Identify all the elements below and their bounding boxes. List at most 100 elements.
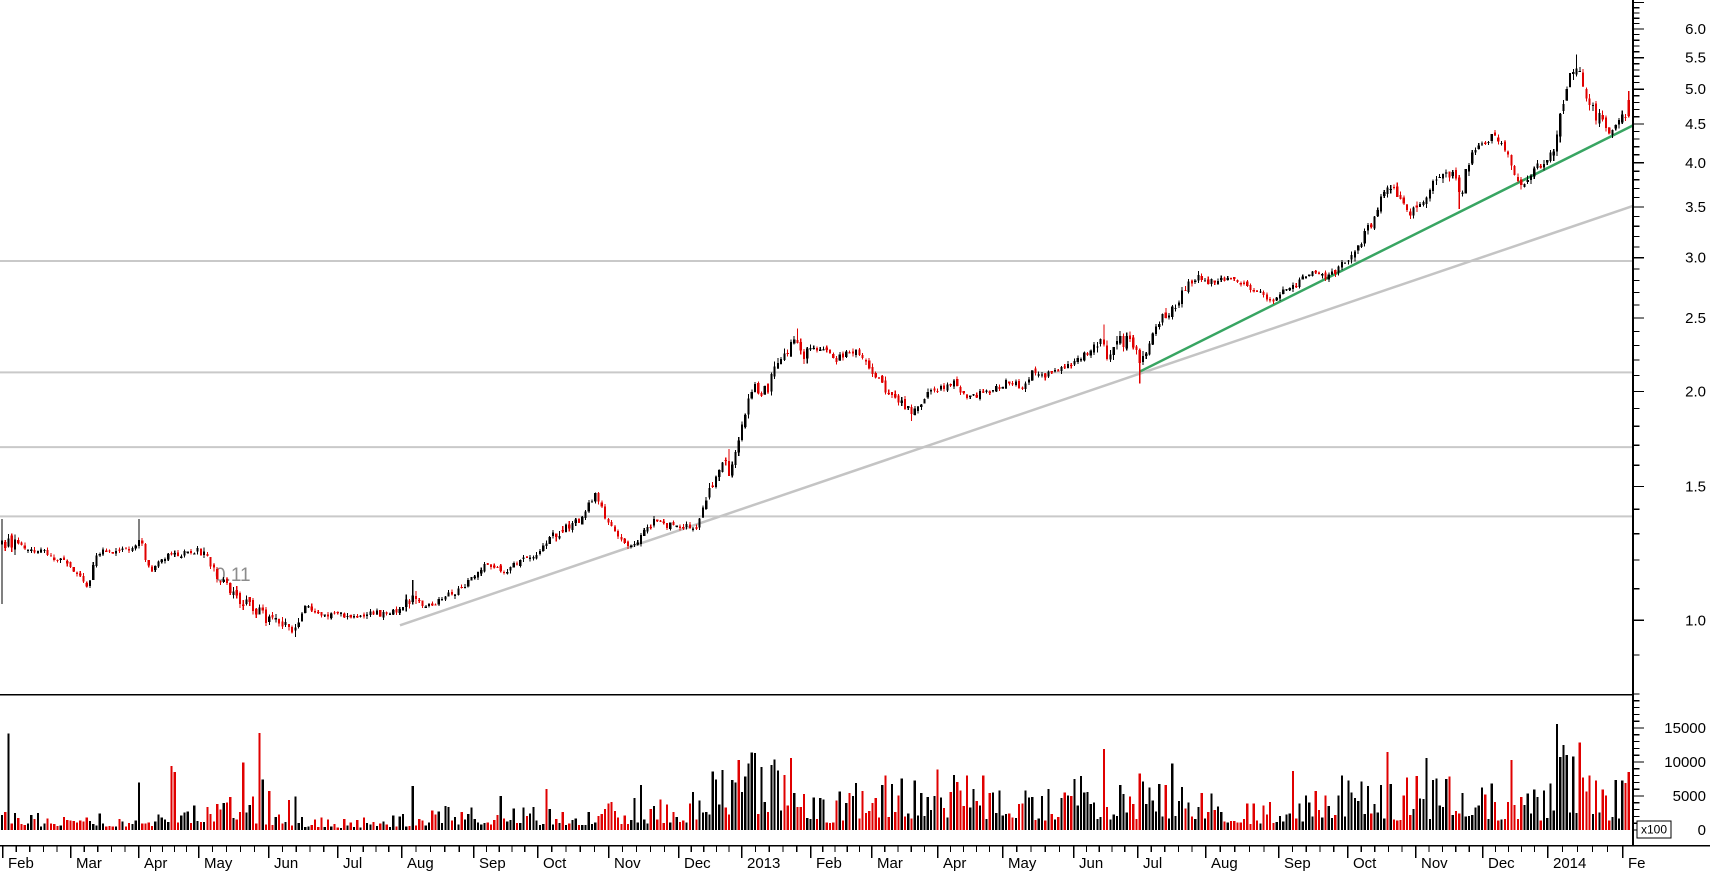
volume-bar [750,752,753,830]
candle-body [1448,171,1451,178]
candle-body [1428,190,1431,199]
week-minor-tick [362,845,364,852]
volume-bar [851,796,854,830]
volume-bar [229,797,232,830]
candle-body [835,358,838,362]
week-minor-tick [83,845,85,852]
volume-bar [920,792,923,830]
candle-body [17,540,20,544]
candle-wick [60,558,62,563]
candle-body [1285,289,1288,291]
volume-bar [1102,749,1105,830]
volume-bar [1089,804,1092,830]
candle-body [864,359,867,362]
candle-body [444,596,447,600]
candle-body [1376,210,1379,217]
volume-minor-tick [1634,815,1640,817]
week-minor-tick [1607,845,1609,852]
candle-body [678,526,682,529]
candle-body [1595,103,1598,121]
volume-bar [1288,813,1291,830]
volume-bar [845,802,848,830]
candle-body [1435,179,1438,181]
candle-body [1148,343,1151,355]
volume-bar [1174,815,1177,830]
volume-bar [555,819,558,830]
volume-minor-tick [1634,707,1640,709]
candle-body [1317,272,1321,275]
candle-body [395,608,398,613]
volume-bar [1285,814,1288,830]
candle-body [1128,335,1132,339]
month-major-tick [473,845,475,858]
volume-bar [1555,723,1559,830]
week-minor-tick [1333,845,1335,852]
volume-bar [1233,821,1236,830]
candle-body [1236,279,1239,283]
candle-body [1546,160,1549,163]
volume-bar [695,819,698,830]
price-axis-label: 3.5 [1685,199,1706,216]
candle-body [1324,272,1327,280]
volume-bar [1327,805,1330,830]
volume-bar [600,814,603,830]
volume-bar [395,826,398,830]
candle-body [53,557,56,560]
candle-body [747,398,750,415]
volume-bar [982,775,985,830]
week-minor-tick [1191,845,1193,852]
volume-bar [819,798,822,830]
candle-body [1363,230,1366,244]
candle-body [675,525,678,527]
volume-bar [1539,820,1542,830]
volume-bar [1083,792,1086,830]
candle-body [1207,279,1210,285]
volume-bar [46,818,49,830]
candle-body [375,610,378,615]
volume-bar [890,783,894,830]
candle-body [193,553,196,555]
candle-body [1288,287,1291,290]
candle-body [1601,115,1604,120]
volume-bar [441,823,444,830]
week-minor-tick [174,845,176,852]
volume-bar [512,808,515,830]
candle-body [685,523,688,527]
volume-bar [1507,801,1510,830]
candle-body [476,572,480,578]
volume-bar [418,819,421,830]
volume-bar [714,779,718,830]
volume-bar [323,826,326,830]
price-minor-tick [1634,559,1640,561]
candle-body [147,559,150,566]
candle-body [1467,164,1471,172]
candle-body [750,392,753,399]
candle-body [209,557,212,567]
candle-body [1151,333,1154,345]
candle-body [1066,363,1070,369]
candle-wick [1439,173,1441,178]
candle-body [1438,176,1441,179]
volume-bar [20,824,23,830]
week-minor-tick [1111,845,1113,852]
candle-body [815,347,819,351]
month-major-tick [198,845,200,858]
price-major-tick [1634,485,1644,488]
candle-body [1265,294,1268,300]
candle-body [1233,277,1236,280]
volume-bar [1344,816,1347,830]
week-minor-tick [1508,845,1510,852]
month-label: Apr [943,855,966,872]
week-minor-tick [923,845,925,852]
candle-body [336,611,339,614]
volume-bar [665,804,669,830]
volume-bar [216,803,219,830]
candle-wick [219,580,221,586]
candle-body [581,516,584,525]
volume-bar [408,825,411,830]
volume-bar [1357,800,1360,830]
week-minor-tick [150,845,152,852]
volume-minor-tick [1634,713,1640,715]
week-minor-tick [240,845,242,852]
volume-bar [1093,802,1096,830]
